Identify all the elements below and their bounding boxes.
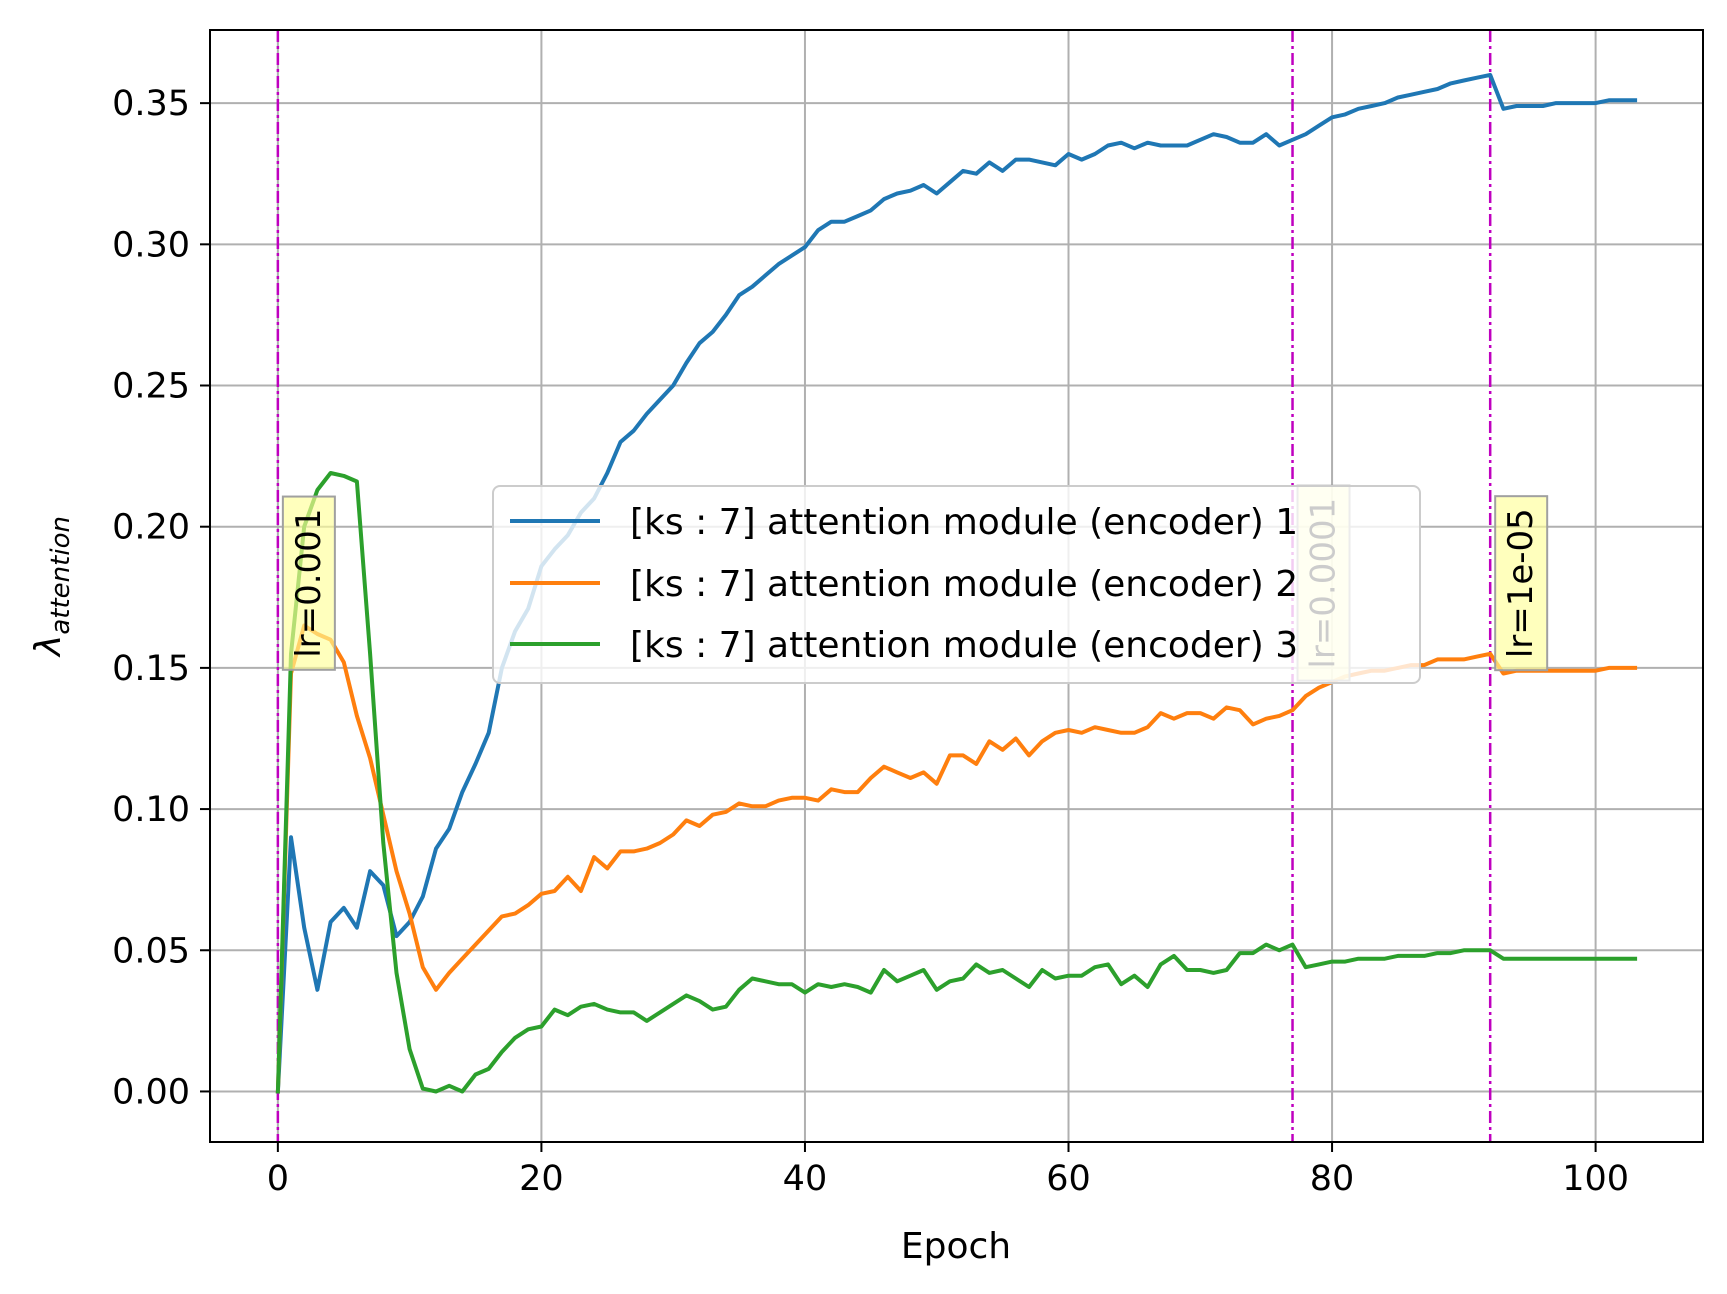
y-tick-label: 0.05 <box>112 931 190 971</box>
x-tick-label: 20 <box>519 1159 564 1199</box>
lr-label-box <box>1494 495 1549 672</box>
lr-label: lr=0.001 <box>281 495 336 671</box>
y-axis-ticks: 0.00 0.05 0.10 0.15 0.20 0.25 0.30 0.35 <box>112 84 210 1112</box>
y-axis-title-subscript: attention <box>46 516 76 635</box>
y-tick-label: 0.30 <box>112 225 190 265</box>
lr-label: lr=1e-05 <box>1494 495 1549 672</box>
y-axis-title-symbol: λ <box>28 635 69 658</box>
y-tick-label: 0.15 <box>112 649 190 689</box>
legend: [ks : 7] attention module (encoder) 1 [k… <box>492 485 1421 684</box>
x-tick-label: 0 <box>267 1159 289 1199</box>
lr-label-text: lr=1e-05 <box>1501 508 1541 658</box>
y-tick-label: 0.10 <box>112 790 190 830</box>
series-line-3 <box>275 471 1638 1094</box>
y-tick-label: 0.25 <box>112 367 190 407</box>
x-tick-label: 80 <box>1310 1159 1355 1199</box>
y-tick-label: 0.00 <box>112 1072 190 1112</box>
x-axis-title: Epoch <box>901 1226 1011 1267</box>
x-tick-label: 100 <box>1562 1159 1629 1199</box>
y-tick-label: 0.20 <box>112 508 190 548</box>
legend-label-3: [ks : 7] attention module (encoder) 3 <box>630 625 1298 666</box>
y-axis-title: λattention <box>28 516 76 658</box>
legend-label-1: [ks : 7] attention module (encoder) 1 <box>630 502 1298 543</box>
lr-label-box <box>281 495 336 671</box>
y-tick-label: 0.35 <box>112 84 190 124</box>
x-tick-label: 40 <box>783 1159 828 1199</box>
x-axis-ticks: 0 20 40 60 80 100 <box>267 1142 1629 1199</box>
plot-frame <box>209 29 1704 1143</box>
lr-label-text: lr=0.001 <box>289 509 329 658</box>
x-tick-label: 60 <box>1046 1159 1091 1199</box>
legend-label-2: [ks : 7] attention module (encoder) 2 <box>630 564 1298 605</box>
legend-frame <box>492 485 1421 684</box>
